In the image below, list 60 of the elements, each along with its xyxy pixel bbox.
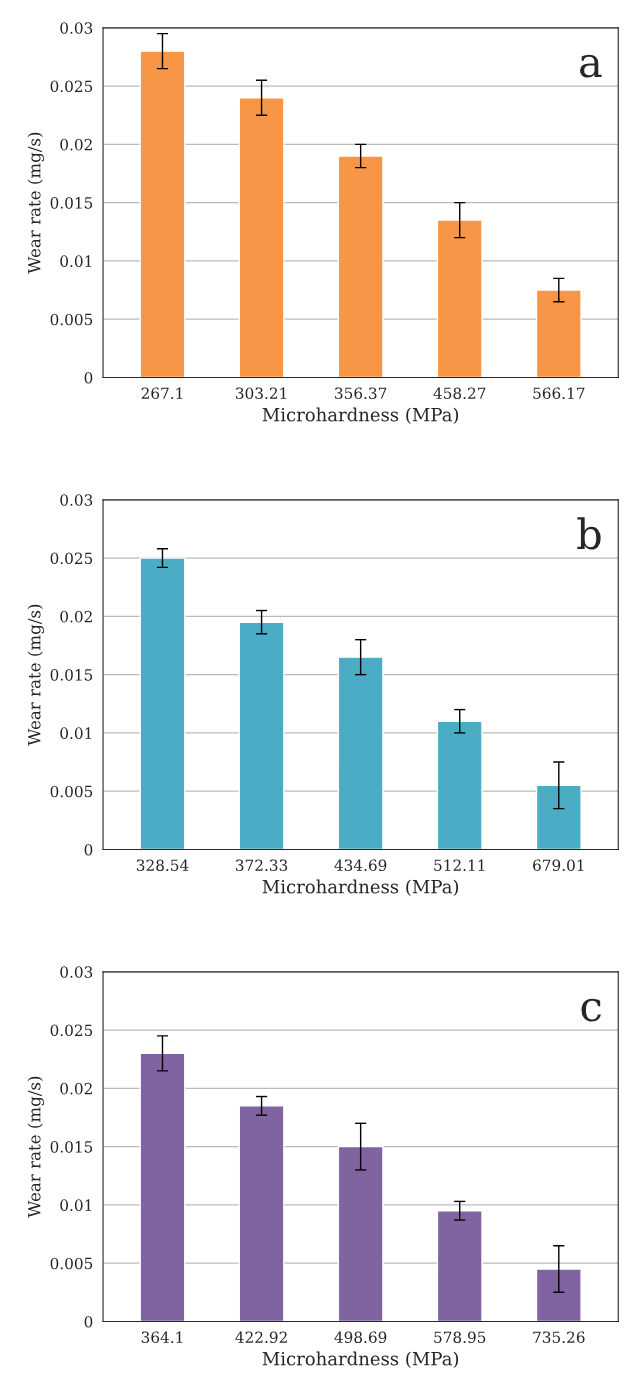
bar [535, 1268, 582, 1322]
annotation: c [581, 998, 601, 1022]
y-tick-label: 0.005 [50, 785, 93, 798]
x-tick-label: 512.11 [434, 859, 485, 871]
x-axis-title: Microhardness (MPa) [262, 1351, 459, 1369]
y-tick-label: 0.005 [50, 313, 93, 326]
bar [238, 621, 285, 850]
y-tick-label: 0.03 [60, 22, 93, 34]
x-tick-label: 679.01 [533, 859, 584, 871]
y-tick-label: 0.01 [60, 727, 92, 739]
bar [139, 1052, 186, 1322]
bar [337, 1145, 384, 1322]
y-tick-label: 0 [84, 371, 93, 384]
bar [337, 155, 384, 378]
y-tick-label: 0.02 [60, 138, 92, 151]
x-tick-label: 356.37 [335, 387, 387, 399]
y-tick-label: 0.01 [60, 1199, 92, 1211]
y-tick-label: 0.01 [60, 255, 92, 267]
x-tick-label: 498.69 [334, 1331, 387, 1343]
y-tick-label: 0.02 [60, 1082, 92, 1095]
x-tick-label: 328.54 [136, 859, 189, 871]
y-tick-label: 0.015 [50, 1141, 93, 1153]
x-axis-title: Microhardness (MPa) [262, 407, 459, 425]
y-tick-label: 0.025 [50, 1024, 93, 1037]
y-axis-title: Wear rate (mg/s) [27, 132, 45, 274]
bar [337, 656, 384, 850]
x-tick-label: 735.26 [533, 1331, 585, 1343]
bar [535, 289, 582, 378]
x-tick-label: 422.92 [235, 1331, 287, 1343]
bar [436, 720, 483, 850]
bar [436, 219, 483, 378]
x-tick-label: 372.33 [236, 859, 288, 871]
bar [535, 784, 582, 850]
y-axis-title: Wear rate (mg/s) [27, 1076, 45, 1218]
annotation: a [580, 54, 602, 78]
x-tick-label: 303.21 [236, 387, 287, 399]
y-tick-label: 0.025 [50, 552, 93, 565]
bar [238, 97, 285, 378]
x-tick-label: 458.27 [433, 387, 486, 399]
x-axis-title: Microhardness (MPa) [262, 879, 459, 897]
bar [238, 1105, 285, 1322]
y-tick-label: 0.015 [50, 669, 93, 681]
bar [139, 50, 186, 378]
bar [436, 1210, 483, 1322]
y-tick-label: 0.03 [60, 966, 93, 978]
y-tick-label: 0.005 [50, 1257, 93, 1270]
bar [139, 557, 186, 850]
y-axis-title: Wear rate (mg/s) [27, 604, 45, 746]
x-tick-label: 566.17 [533, 387, 585, 399]
y-tick-label: 0 [84, 843, 93, 856]
y-tick-label: 0.025 [50, 80, 93, 93]
annotation: b [577, 517, 601, 550]
x-tick-label: 364.1 [141, 1331, 183, 1343]
x-tick-label: 267.1 [141, 387, 183, 399]
x-tick-label: 578.95 [434, 1331, 486, 1343]
y-tick-label: 0.015 [50, 197, 93, 209]
x-tick-label: 434.69 [334, 859, 387, 871]
y-tick-label: 0.03 [60, 494, 93, 506]
y-tick-label: 0 [84, 1315, 93, 1328]
y-tick-label: 0.02 [60, 610, 92, 623]
